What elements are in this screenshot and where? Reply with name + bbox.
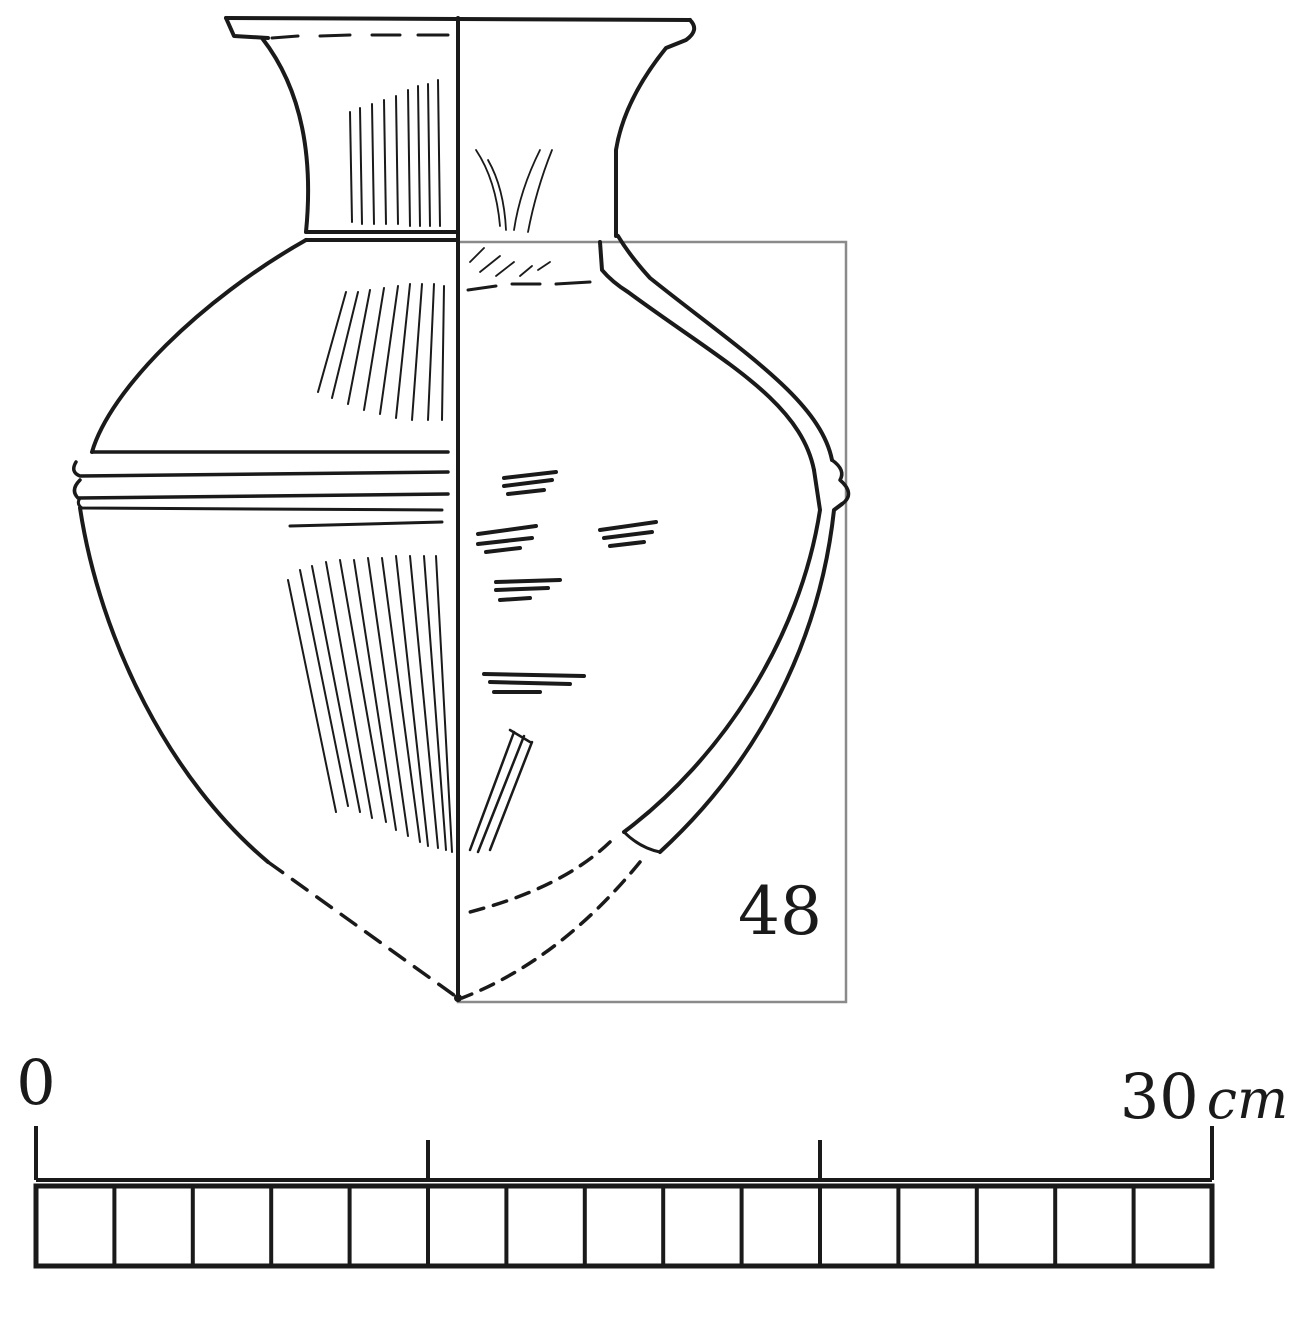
rim-top: [224, 16, 692, 22]
wall-bulge: [830, 458, 851, 506]
ridge-mid: [72, 460, 450, 478]
ridge-under: [76, 496, 444, 512]
base-point: [454, 994, 462, 1002]
neck-interior-hatch: [469, 149, 553, 277]
lower-wall-outer: [658, 502, 844, 854]
body-left-outline: [90, 238, 308, 454]
neck-cord-marks: [349, 79, 441, 227]
base-dash-left: [266, 860, 460, 1000]
scale-bar-ticks: [34, 1126, 1214, 1180]
scale-bar: [33, 1126, 1215, 1269]
lower-wall-inner: [622, 468, 822, 834]
ridge-low: [72, 478, 450, 500]
body-cord-marks: [287, 555, 453, 853]
rim-left: [224, 16, 270, 40]
rim-right-profile: [614, 18, 697, 238]
lower-body-left: [78, 506, 270, 864]
rim-inner-dash: [270, 33, 450, 40]
wall-inner: [598, 240, 816, 472]
scale-bar-cells: [112, 1186, 1136, 1266]
break-edge: [622, 830, 662, 854]
vessel-drawing: [72, 16, 851, 1002]
interior-diagonal-marks: [468, 728, 534, 854]
neck-inner-profile: [624, 40, 686, 236]
wall-outer: [616, 234, 834, 462]
scale-bar-track: [33, 1183, 1215, 1269]
specimen-number: 48: [738, 873, 822, 950]
neck-left: [260, 36, 311, 234]
inner-base-dash: [460, 840, 612, 916]
scale-end-label: 30 cm: [1120, 1060, 1288, 1133]
interior-scrape-marks: [476, 470, 658, 694]
scale-end-value: 30: [1120, 1060, 1199, 1133]
shoulder-cord-marks: [317, 283, 445, 421]
neck-interior-dash: [466, 280, 592, 292]
scale-start-label: 0: [16, 1046, 55, 1119]
scale-unit: cm: [1207, 1068, 1288, 1131]
outer-base-dash: [460, 860, 642, 1000]
lower-band-line: [288, 520, 444, 528]
neck-band: [304, 230, 460, 242]
